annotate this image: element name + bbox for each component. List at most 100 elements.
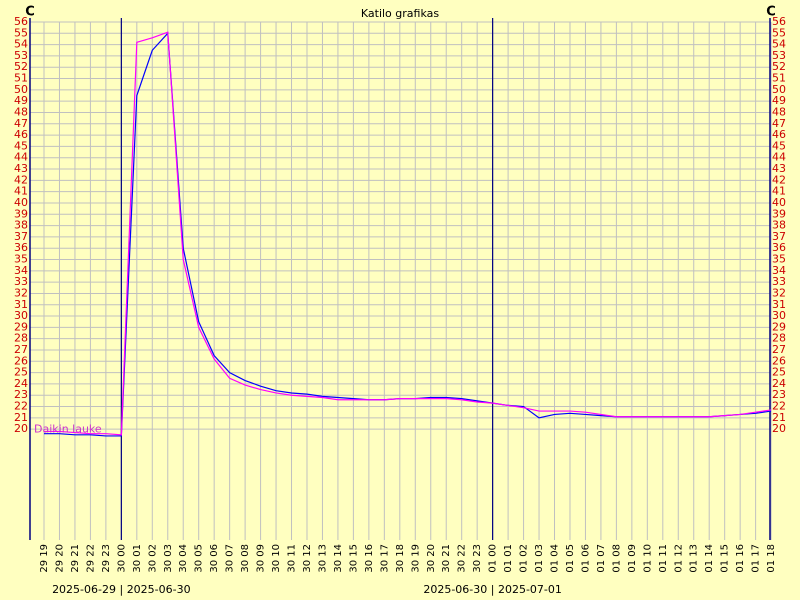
y-tick-label: 47 [14, 117, 28, 130]
x-tick-label: 29 22 [85, 544, 96, 573]
y-tick-label-right: 51 [772, 72, 786, 85]
x-tick-label: 01 00 [488, 544, 499, 573]
y-tick-label-right: 46 [772, 128, 786, 141]
x-tick-label: 30 12 [302, 544, 313, 573]
x-tick-label: 01 10 [642, 544, 653, 573]
x-tick-label: 30 17 [379, 544, 390, 573]
x-tick-label: 01 06 [580, 544, 591, 573]
y-tick-label-right: 24 [772, 377, 786, 390]
y-tick-label: 52 [14, 60, 28, 73]
x-tick-label: 30 14 [333, 544, 344, 573]
y-tick-label: 22 [14, 400, 28, 413]
y-tick-label-right: 33 [772, 275, 786, 288]
x-tick-label: 01 02 [519, 544, 530, 573]
x-tick-label: 30 13 [317, 544, 328, 573]
y-tick-label: 36 [14, 241, 28, 254]
x-tick-label: 30 16 [364, 544, 375, 573]
y-tick-label: 30 [14, 309, 28, 322]
y-tick-label-right: 23 [772, 388, 786, 401]
y-tick-label: 43 [14, 162, 28, 175]
y-tick-label: 56 [14, 15, 28, 28]
y-tick-label: 33 [14, 275, 28, 288]
y-tick-label-right: 43 [772, 162, 786, 175]
x-tick-label: 01 05 [565, 544, 576, 573]
series-line [44, 31, 772, 437]
x-tick-label: 01 01 [503, 544, 514, 573]
x-tick-label: 30 06 [209, 544, 220, 573]
y-tick-label: 38 [14, 219, 28, 232]
x-tick-label: 01 15 [720, 544, 731, 573]
y-tick-label: 29 [14, 320, 28, 333]
y-tick-label: 53 [14, 49, 28, 62]
x-tick-label: 01 03 [534, 544, 545, 573]
y-tick-label-right: 27 [772, 343, 786, 356]
x-tick-label: 30 22 [457, 544, 468, 573]
x-tick-label: 30 20 [426, 544, 437, 573]
x-tick-label: 01 11 [658, 544, 669, 573]
y-tick-label-right: 41 [772, 185, 786, 198]
y-tick-label: 50 [14, 83, 28, 96]
y-tick-label-right: 42 [772, 173, 786, 186]
y-tick-label: 34 [14, 264, 28, 277]
x-tick-label: 01 08 [611, 544, 622, 573]
y-tick-label: 51 [14, 72, 28, 85]
x-tick-label: 01 18 [766, 544, 777, 573]
x-tick-label: 01 14 [704, 544, 715, 573]
x-tick-label: 29 20 [54, 544, 65, 573]
x-tick-label: 29 19 [39, 544, 50, 573]
x-tick-label: 30 08 [240, 544, 251, 573]
y-tick-label-right: 48 [772, 105, 786, 118]
y-tick-label-right: 40 [772, 196, 786, 209]
x-tick-label: 30 19 [410, 544, 421, 573]
x-tick-label: 30 00 [116, 544, 127, 573]
y-tick-label-right: 35 [772, 253, 786, 266]
x-tick-label: 30 01 [132, 544, 143, 573]
y-tick-label-right: 21 [772, 411, 786, 424]
day-label: 2025-06-30 | 2025-07-01 [423, 583, 562, 596]
y-tick-label-right: 38 [772, 219, 786, 232]
y-tick-label: 28 [14, 332, 28, 345]
y-tick-label: 37 [14, 230, 28, 243]
y-tick-label: 21 [14, 411, 28, 424]
y-tick-label: 55 [14, 26, 28, 39]
x-tick-label: 30 23 [472, 544, 483, 573]
annotation: Daikin lauke [34, 422, 102, 435]
y-tick-label: 25 [14, 366, 28, 379]
y-tick-label: 23 [14, 388, 28, 401]
y-tick-label: 39 [14, 207, 28, 220]
y-tick-label-right: 54 [772, 38, 786, 51]
x-tick-label: 30 09 [256, 544, 267, 573]
y-tick-label: 20 [14, 422, 28, 435]
y-tick-label: 54 [14, 38, 28, 51]
x-tick-label: 30 02 [147, 544, 158, 573]
y-tick-label-right: 53 [772, 49, 786, 62]
y-tick-label-right: 47 [772, 117, 786, 130]
x-tick-label: 29 21 [70, 544, 81, 573]
x-tick-label: 01 13 [689, 544, 700, 573]
y-tick-label: 32 [14, 286, 28, 299]
y-tick-label: 46 [14, 128, 28, 141]
y-tick-label: 26 [14, 354, 28, 367]
y-tick-label-right: 55 [772, 26, 786, 39]
series-line [44, 31, 772, 436]
y-tick-label: 45 [14, 139, 28, 152]
y-unit-left: C [25, 5, 35, 20]
day-label: 2025-06-29 | 2025-06-30 [52, 583, 191, 596]
y-tick-label-right: 45 [772, 139, 786, 152]
x-tick-label: 01 12 [673, 544, 684, 573]
x-tick-label: 30 10 [271, 544, 282, 573]
y-tick-label: 35 [14, 253, 28, 266]
x-tick-label: 29 23 [101, 544, 112, 573]
x-tick-label: 30 18 [395, 544, 406, 573]
x-tick-label: 30 03 [163, 544, 174, 573]
y-tick-label: 40 [14, 196, 28, 209]
y-tick-label-right: 37 [772, 230, 786, 243]
y-tick-label-right: 25 [772, 366, 786, 379]
x-tick-label: 30 21 [441, 544, 452, 573]
x-tick-label: 30 04 [178, 544, 189, 573]
y-tick-label-right: 31 [772, 298, 786, 311]
y-tick-label-right: 36 [772, 241, 786, 254]
y-tick-label-right: 29 [772, 320, 786, 333]
chart-title: Katilo grafikas [361, 7, 440, 20]
